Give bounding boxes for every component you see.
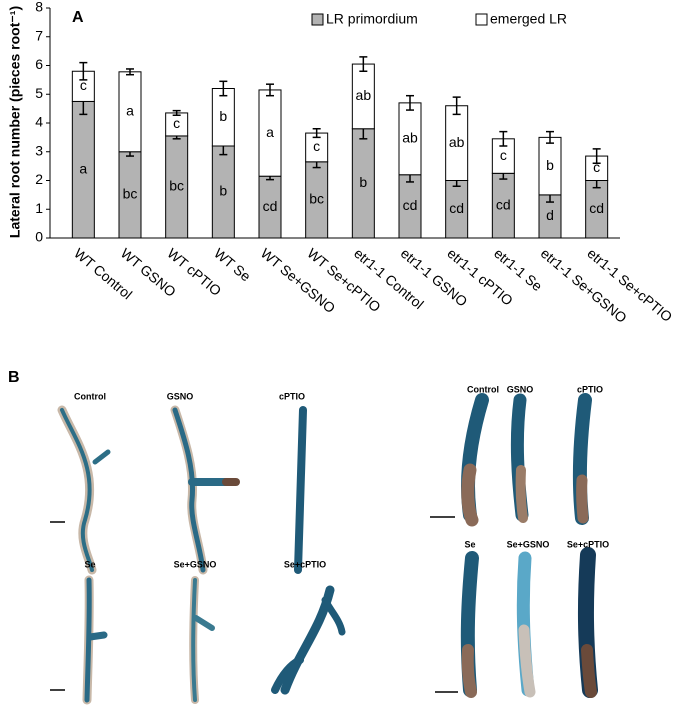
scale-bars (50, 516, 458, 693)
significance-letter: bc (123, 186, 138, 202)
error-bar (219, 80, 228, 97)
legend-label: LR primordium (326, 11, 418, 27)
significance-letter: bc (169, 178, 184, 194)
significance-letter: ab (449, 134, 465, 150)
error-bar (499, 130, 508, 147)
y-tick-label: 7 (35, 27, 43, 43)
significance-letter: b (219, 108, 227, 124)
error-bar (359, 56, 368, 72)
significance-letter: cd (263, 198, 278, 214)
image-caption: Se+GSNO (174, 559, 217, 569)
y-tick-label: 6 (35, 56, 43, 72)
y-tick-label: 8 (35, 0, 43, 15)
y-tick-label: 0 (35, 229, 43, 245)
x-tick-label: WT Se (211, 245, 254, 285)
image-caption: cPTIO (279, 391, 305, 401)
image-caption: Control (74, 391, 106, 401)
y-tick-label: 2 (35, 171, 43, 187)
significance-letter: b (359, 174, 367, 190)
significance-letter: cd (449, 200, 464, 216)
error-bar (592, 148, 601, 164)
root-images-left (57, 405, 346, 705)
panel-label: B (8, 369, 20, 386)
significance-letter: a (266, 124, 274, 140)
image-caption: Se (84, 559, 95, 569)
y-tick-label: 3 (35, 142, 43, 158)
significance-letter: bc (309, 191, 324, 207)
image-caption: Se+GSNO (507, 539, 550, 549)
significance-letter: a (126, 102, 134, 118)
y-tick-label: 5 (35, 85, 43, 101)
legend-swatch (311, 13, 324, 26)
significance-letter: ab (402, 130, 418, 146)
significance-letter: cd (589, 200, 604, 216)
legend-swatch (475, 13, 488, 26)
significance-letter: b (546, 157, 554, 173)
significance-letter: cd (403, 197, 418, 213)
error-bar (406, 94, 414, 111)
significance-letter: c (593, 159, 600, 175)
error-bar (172, 109, 181, 116)
significance-letter: c (313, 138, 320, 154)
error-bar (546, 130, 554, 144)
error-bar (79, 61, 88, 81)
y-tick-label: 1 (35, 200, 43, 216)
y-tick-label: 4 (35, 114, 43, 130)
error-bar (312, 128, 321, 139)
significance-letter: ab (356, 87, 372, 103)
image-caption: Control (467, 384, 499, 394)
image-caption: GSNO (167, 391, 194, 401)
error-bar (266, 83, 274, 97)
image-caption: GSNO (507, 384, 534, 394)
significance-letter: c (80, 77, 87, 93)
significance-letter: a (79, 160, 87, 176)
image-caption: cPTIO (577, 384, 603, 394)
significance-letter: cd (496, 196, 511, 212)
image-caption: Se+cPTIO (567, 539, 609, 549)
significance-letter: b (219, 183, 227, 199)
significance-letter: c (500, 147, 507, 163)
legend-label: emerged LR (490, 11, 567, 27)
x-tick-label: etr1-1 Se+GSNO (538, 245, 630, 326)
significance-letter: c (173, 115, 180, 131)
root-images-right (460, 393, 598, 698)
significance-letter: d (546, 207, 554, 223)
image-caption: Se (464, 539, 475, 549)
image-caption: Se+cPTIO (284, 559, 326, 569)
y-axis-label: Lateral root number (pieces root⁻¹) (7, 6, 23, 238)
error-bar (126, 68, 134, 76)
error-bar (452, 96, 461, 116)
panel-label: A (72, 9, 84, 26)
